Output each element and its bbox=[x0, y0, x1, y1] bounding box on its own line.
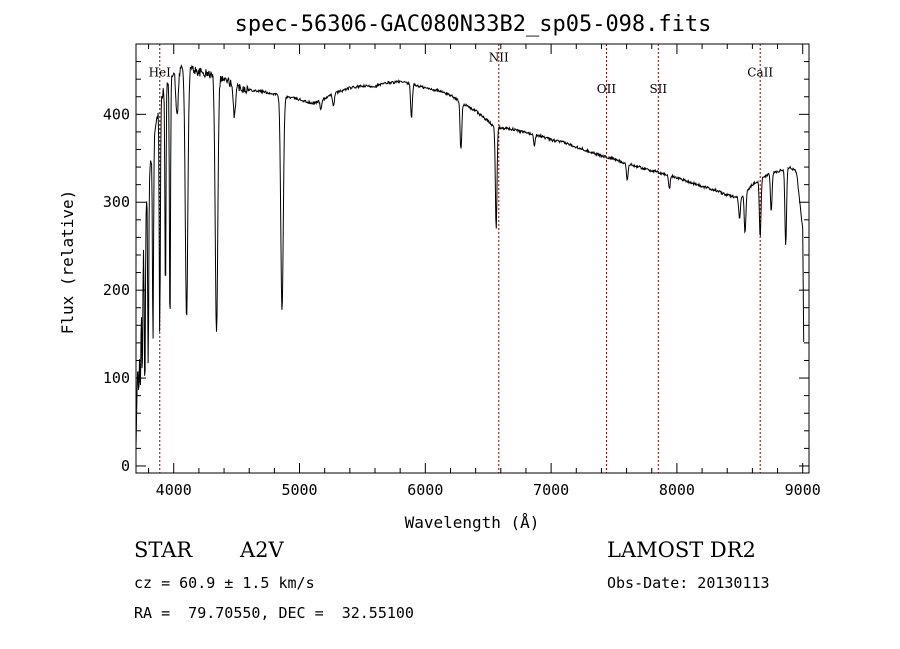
x-tick-label: 8000 bbox=[659, 481, 695, 499]
spectral-line-markers: HeI NII OII SII CaII bbox=[149, 44, 773, 473]
spectral-line-label: NII bbox=[489, 51, 509, 65]
survey-name: LAMOST DR2 bbox=[607, 538, 756, 562]
x-tick-label: 9000 bbox=[785, 481, 821, 499]
observation-date: Obs-Date: 20130113 bbox=[607, 574, 770, 592]
x-tick-label: 5000 bbox=[281, 481, 317, 499]
spectrum-line bbox=[135, 64, 805, 448]
x-tick-label: 6000 bbox=[407, 481, 443, 499]
redshift-info: cz = 60.9 ± 1.5 km/s bbox=[134, 574, 315, 592]
plot-frame bbox=[135, 43, 810, 474]
spectral-line-label: OII bbox=[597, 82, 617, 96]
y-tick-label: 300 bbox=[103, 193, 130, 211]
y-axis-label: Flux (relative) bbox=[58, 190, 77, 335]
x-tick-label: 4000 bbox=[156, 481, 192, 499]
spectral-line-label: CaII bbox=[747, 66, 773, 80]
y-tick-label: 400 bbox=[103, 105, 130, 123]
chart-title: spec-56306-GAC080N33B2_sp05-098.fits bbox=[235, 12, 712, 37]
y-tick-label: 200 bbox=[103, 281, 130, 299]
x-tick-label: 7000 bbox=[533, 481, 569, 499]
object-subclass: A2V bbox=[240, 538, 284, 562]
coordinates: RA = 79.70550, DEC = 32.55100 bbox=[134, 604, 414, 622]
y-tick-label: 100 bbox=[103, 369, 130, 387]
axis-ticks: 4000 5000 6000 7000 8000 9000 0 100 200 300 400 bbox=[103, 44, 821, 499]
x-axis-label: Wavelength (Å) bbox=[405, 513, 540, 532]
y-tick-label: 0 bbox=[121, 457, 130, 475]
spectral-line-label: HeI bbox=[149, 66, 172, 80]
object-class: STAR bbox=[134, 538, 193, 562]
spectral-line-label: SII bbox=[649, 82, 667, 96]
